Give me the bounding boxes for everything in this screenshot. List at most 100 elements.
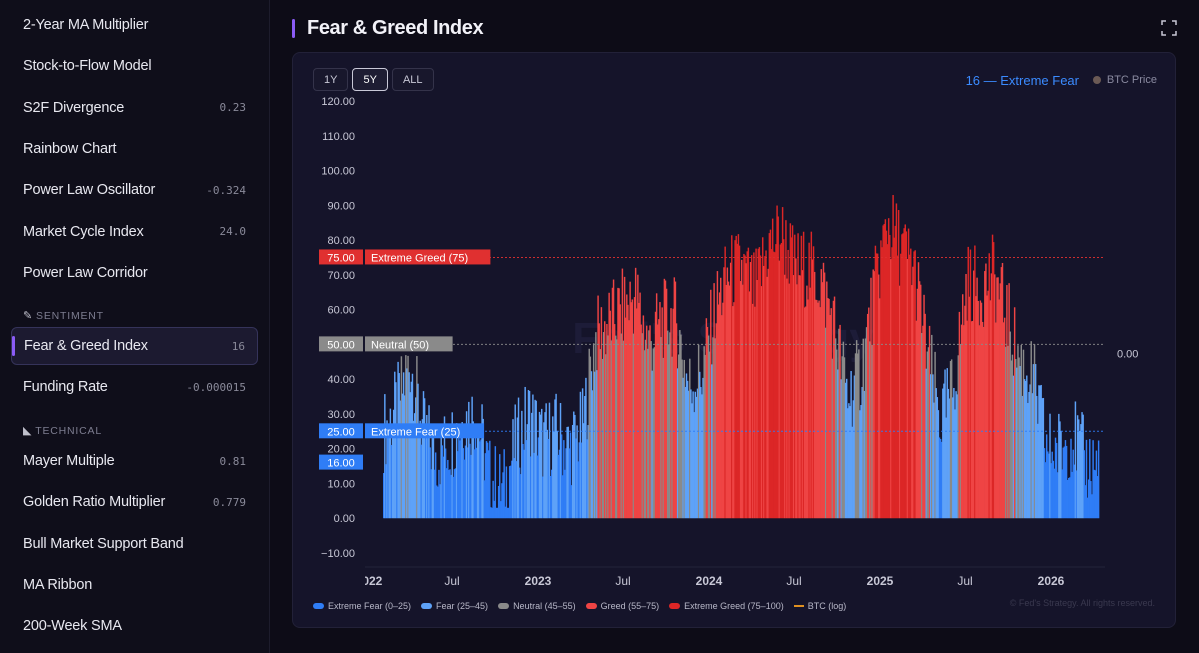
sidebar-item-value: -0.324	[206, 183, 246, 197]
fgi-bar	[553, 431, 555, 519]
range-button-all[interactable]: ALL	[391, 68, 434, 91]
fgi-bar	[987, 290, 989, 519]
fgi-bar	[675, 323, 678, 519]
sidebar-item-mayer-multiple[interactable]: Mayer Multiple 0.81	[11, 442, 258, 480]
fgi-bar	[578, 442, 581, 519]
fgi-bar	[1042, 397, 1045, 519]
fgi-bar	[899, 285, 901, 519]
fgi-bar	[988, 253, 990, 519]
fgi-bar	[1023, 379, 1026, 519]
fgi-bar	[661, 307, 663, 519]
btc-price-toggle[interactable]: BTC Price	[1092, 74, 1157, 86]
legend-label: Greed (55–75)	[600, 601, 660, 611]
fgi-bar	[826, 281, 828, 519]
sidebar-item-s2f-divergence[interactable]: S2F Divergence 0.23	[11, 89, 258, 127]
fgi-bar	[523, 449, 525, 519]
sidebar-item-power-law-corridor[interactable]: Power Law Corridor	[11, 254, 258, 292]
fgi-bar	[399, 400, 402, 519]
x-tick-label: 2024	[696, 574, 723, 588]
sidebar-item-golden-ratio-multiplier[interactable]: Golden Ratio Multiplier 0.779	[11, 483, 258, 521]
reference-tag-label: 50.00	[327, 339, 355, 351]
fgi-bar	[638, 302, 640, 519]
x-tick-label: Jul	[957, 574, 972, 588]
fgi-bar	[922, 325, 924, 519]
fgi-bar	[546, 429, 548, 519]
fgi-bar	[1051, 451, 1053, 519]
fgi-bar	[483, 480, 486, 519]
fgi-bar	[692, 391, 694, 519]
fgi-bar	[453, 469, 456, 519]
fgi-bar	[577, 461, 579, 519]
sidebar-item-funding-rate[interactable]: Funding Rate -0.000015	[11, 368, 258, 406]
fgi-bar	[438, 469, 440, 519]
fgi-bar	[763, 265, 765, 519]
fgi-bar	[613, 324, 616, 519]
fgi-bar	[822, 262, 825, 519]
fgi-bar	[975, 296, 977, 519]
sidebar-item-label: S2F Divergence	[23, 99, 125, 116]
fgi-bar	[439, 484, 441, 519]
fgi-bar	[629, 281, 631, 519]
y-tick-label: 30.00	[327, 409, 355, 421]
fgi-bar	[808, 242, 810, 519]
fgi-bar	[573, 411, 575, 519]
fgi-bar	[1069, 477, 1071, 519]
fgi-bar	[484, 453, 487, 519]
fgi-bar	[1047, 451, 1049, 519]
sidebar-item-market-cycle-index[interactable]: Market Cycle Index 24.0	[11, 213, 258, 251]
sidebar-item-power-law-oscillator[interactable]: Power Law Oscillator -0.324	[11, 171, 258, 209]
fgi-bar	[1026, 375, 1028, 519]
reference-tag-label: 25.00	[327, 426, 355, 438]
fgi-bar	[387, 433, 389, 519]
fgi-bar	[1097, 440, 1100, 519]
fgi-bar	[940, 441, 943, 519]
fgi-bar	[615, 335, 617, 519]
fgi-bar	[436, 485, 438, 519]
fgi-bar	[1009, 331, 1011, 519]
fgi-bar	[744, 255, 746, 519]
range-button-5y[interactable]: 5Y	[352, 68, 388, 91]
fgi-bar	[968, 296, 971, 519]
fgi-bar	[495, 507, 498, 519]
fgi-bar	[670, 308, 672, 519]
fgi-bar	[791, 225, 794, 519]
fgi-bar	[1000, 267, 1003, 519]
sidebar-item-rainbow-chart[interactable]: Rainbow Chart	[11, 130, 258, 168]
fgi-bar	[501, 483, 503, 519]
expand-icon[interactable]	[1161, 20, 1177, 36]
reference-label-box	[365, 249, 491, 265]
sidebar-item-200-week-sma[interactable]: 200-Week SMA	[11, 607, 258, 645]
fgi-bar	[633, 297, 636, 519]
sidebar-item-fear-greed-index[interactable]: Fear & Greed Index 16	[11, 327, 258, 365]
fgi-bar	[758, 247, 761, 519]
fgi-bar	[782, 239, 785, 519]
fgi-bar	[1093, 469, 1095, 519]
fear-greed-chart[interactable]: Fed's Strategy120.00110.00100.0090.0080.…	[293, 53, 1176, 628]
fgi-bar	[716, 271, 719, 519]
fgi-bar	[834, 338, 837, 519]
fgi-bar	[774, 252, 776, 519]
fgi-bar	[475, 447, 478, 519]
fgi-bar	[621, 268, 624, 519]
fgi-bar	[903, 228, 905, 519]
fgi-bar	[549, 475, 552, 519]
section-sentiment-label: SENTIMENT	[36, 309, 104, 322]
fgi-bar	[627, 304, 629, 519]
fgi-bar	[927, 347, 930, 519]
sidebar-item-bull-market-support-band[interactable]: Bull Market Support Band	[11, 525, 258, 563]
fgi-bar	[881, 247, 883, 519]
fgi-bar	[720, 277, 722, 519]
brush-icon: ✎	[23, 310, 34, 322]
fgi-bar	[892, 195, 894, 519]
sidebar-item-ma-ribbon[interactable]: MA Ribbon	[11, 566, 258, 604]
fgi-bar	[1085, 439, 1088, 519]
sidebar-item-stock-to-flow-model[interactable]: Stock-to-Flow Model	[11, 47, 258, 85]
fgi-bar	[596, 370, 598, 519]
fgi-bar	[979, 300, 982, 519]
fgi-bar	[1010, 360, 1013, 519]
fgi-bar	[628, 320, 630, 519]
fgi-bar	[781, 207, 784, 519]
reference-label: Neutral (50)	[371, 339, 429, 351]
range-button-1y[interactable]: 1Y	[313, 68, 349, 91]
sidebar-item-2-year-ma-multiplier[interactable]: 2-Year MA Multiplier	[11, 6, 258, 44]
